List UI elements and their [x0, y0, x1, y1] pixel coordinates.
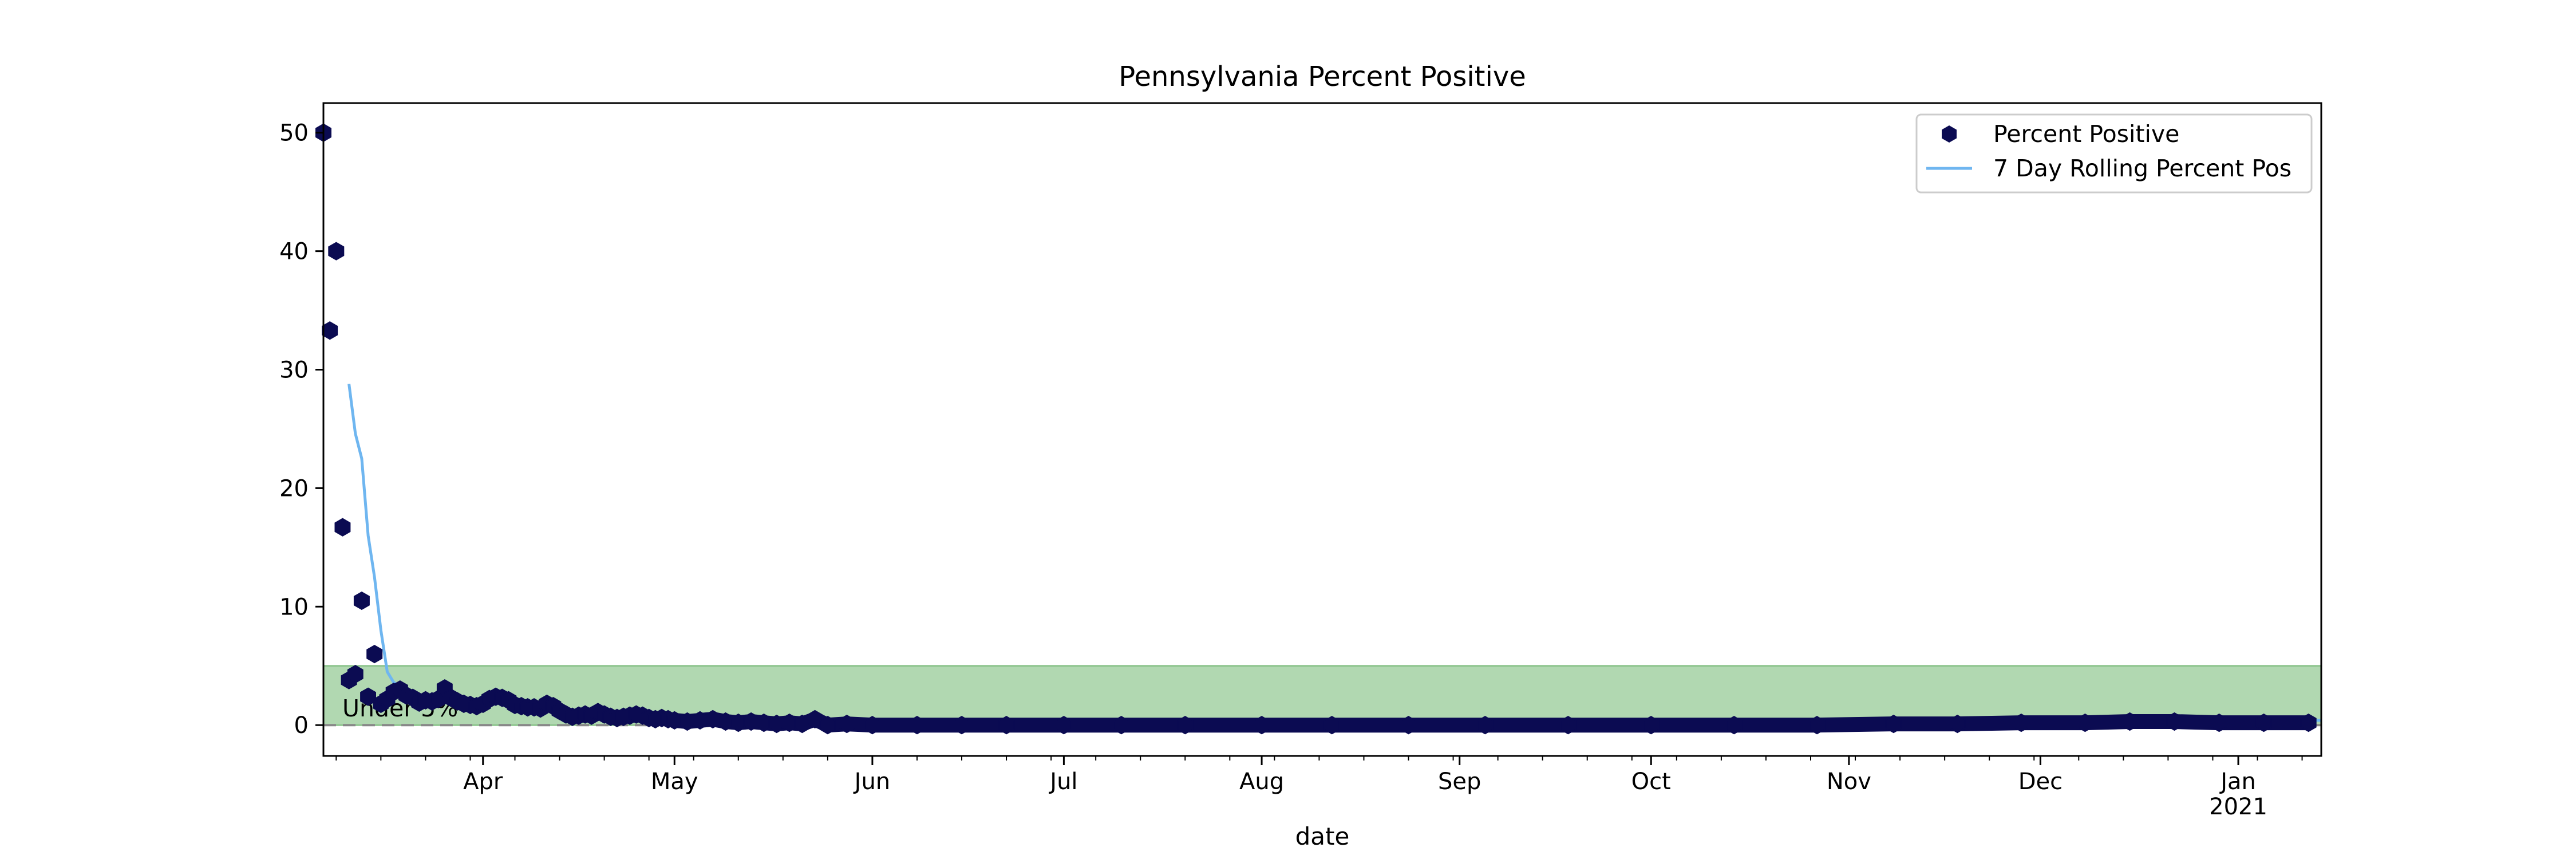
x-tick-label: Dec	[2018, 769, 2063, 795]
point-percent-positive	[1726, 716, 1743, 735]
point-percent-positive	[909, 716, 925, 735]
y-tick-label: 40	[279, 239, 309, 265]
point-percent-positive	[2013, 713, 2029, 732]
point-percent-positive	[954, 716, 970, 735]
point-percent-positive	[360, 687, 376, 706]
point-percent-positive	[2166, 712, 2183, 731]
point-percent-positive	[2300, 713, 2317, 732]
legend-box	[1915, 113, 2313, 194]
y-axis: 0 10 20 30 40 50	[279, 120, 323, 739]
legend: Percent Positive 7 Day Rolling Percent P…	[1915, 113, 2313, 194]
point-percent-positive	[839, 714, 855, 734]
x-tick-label: Jun	[853, 769, 891, 795]
x-tick-label: Oct	[1631, 769, 1671, 795]
y-tick-label: 30	[279, 357, 309, 384]
point-percent-positive	[1056, 716, 1072, 735]
point-percent-positive	[998, 716, 1015, 735]
point-percent-positive	[1809, 716, 1826, 735]
marker-layer	[315, 123, 2317, 735]
plot-area: Under 5%	[315, 123, 2322, 735]
x-tick-label: Nov	[1827, 769, 1871, 795]
legend-marker-percent-positive	[1942, 125, 1957, 143]
point-percent-positive	[1400, 716, 1417, 735]
point-percent-positive	[353, 591, 370, 610]
y-tick-label: 10	[279, 594, 309, 620]
point-percent-positive	[1477, 716, 1494, 735]
y-tick-label: 20	[279, 475, 309, 502]
point-percent-positive	[1643, 716, 1660, 735]
point-percent-positive	[328, 242, 345, 261]
point-percent-positive	[705, 710, 721, 729]
point-percent-positive	[819, 716, 836, 735]
point-percent-positive	[1254, 716, 1270, 735]
axes-frame	[322, 102, 2322, 757]
point-percent-positive	[1323, 716, 1340, 735]
point-percent-positive	[1949, 714, 1966, 734]
point-percent-positive	[2211, 713, 2227, 732]
y-tick-label: 50	[279, 120, 309, 147]
point-percent-positive	[347, 665, 364, 684]
point-percent-positive	[366, 644, 383, 664]
x-tick-label: Sep	[1438, 769, 1481, 795]
point-percent-positive	[1113, 716, 1129, 735]
point-percent-positive	[2255, 713, 2272, 732]
chart-title: Pennsylvania Percent Positive	[1119, 61, 1526, 93]
point-percent-positive	[1177, 716, 1194, 735]
legend-label-percent-positive: Percent Positive	[1993, 120, 2179, 148]
point-percent-positive	[334, 518, 351, 537]
point-percent-positive	[2121, 712, 2138, 731]
x-tick-label: Apr	[463, 769, 503, 795]
x-tick-label: May	[651, 769, 698, 795]
point-percent-positive	[322, 321, 338, 340]
y-tick-label: 0	[294, 712, 309, 739]
x-tick-sublabel: 2021	[2209, 794, 2267, 820]
x-tick-label: Jan	[2219, 769, 2256, 795]
x-tick-label: Aug	[1239, 769, 1284, 795]
point-percent-positive	[2077, 713, 2093, 732]
x-tick-label: Jul	[1048, 769, 1077, 795]
point-percent-positive	[864, 716, 880, 735]
point-percent-positive	[1885, 714, 1902, 734]
x-axis-label: date	[1295, 822, 1350, 850]
legend-label-rolling: 7 Day Rolling Percent Pos	[1993, 155, 2291, 182]
point-percent-positive	[1560, 716, 1577, 735]
point-percent-positive	[807, 710, 823, 729]
